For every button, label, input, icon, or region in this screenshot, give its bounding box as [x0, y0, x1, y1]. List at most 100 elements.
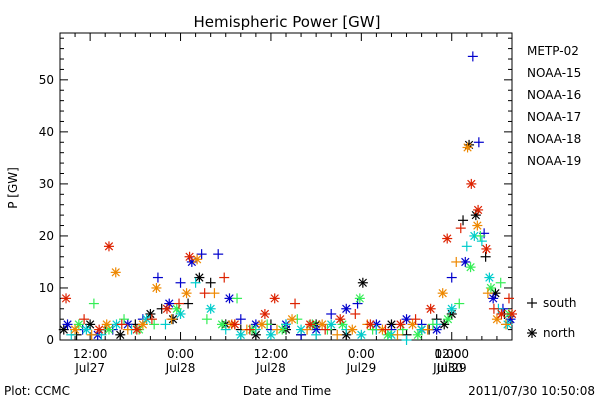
data-point-noaa-17 [427, 319, 438, 330]
x-tick-label: Jul28 [165, 361, 196, 375]
footer-credit: Plot: CCMC [4, 384, 70, 398]
data-point-noaa-19 [503, 293, 514, 304]
data-point-noaa-19 [335, 314, 346, 325]
data-point-metp-02 [58, 324, 69, 335]
data-point-noaa-15 [213, 249, 224, 260]
data-point-noaa-17 [277, 324, 288, 335]
data-points [58, 51, 517, 345]
data-point-noaa-19 [410, 314, 421, 325]
legend-noaa-15: NOAA-15 [527, 66, 581, 80]
data-point-noaa-19 [219, 272, 230, 283]
data-point-noaa-18 [347, 324, 358, 335]
x-tick-label: 12:00 [434, 347, 469, 361]
data-point-metp-02 [357, 277, 368, 288]
data-point-noaa-19 [259, 308, 270, 319]
data-point-noaa-18 [500, 319, 511, 330]
data-point-noaa-16 [220, 324, 231, 335]
data-point-metp-02 [85, 319, 96, 330]
data-point-noaa-17 [73, 319, 84, 330]
data-point-noaa-18 [287, 314, 298, 325]
data-point-noaa-16 [416, 324, 427, 335]
data-point-noaa-16 [356, 329, 367, 340]
data-point-noaa-16 [484, 272, 495, 283]
data-point-noaa-16 [190, 277, 201, 288]
y-tick-label: 50 [39, 73, 54, 87]
marker-legend: south north [527, 296, 577, 340]
data-point-noaa-17 [465, 262, 476, 273]
data-point-noaa-18 [256, 319, 267, 330]
data-point-noaa-16 [205, 303, 216, 314]
data-point-noaa-16 [476, 236, 487, 247]
data-point-noaa-19 [199, 288, 210, 299]
data-point-noaa-16 [265, 329, 276, 340]
marker-legend-symbol [527, 298, 537, 308]
data-point-noaa-16 [311, 329, 322, 340]
data-point-noaa-16 [326, 319, 337, 330]
legend-metp-02: METP-02 [527, 44, 579, 58]
data-point-noaa-17 [201, 314, 212, 325]
data-point-noaa-17 [495, 277, 506, 288]
x-tick-label: Jul29 [436, 361, 467, 375]
data-point-noaa-18 [332, 329, 343, 340]
x-tick-label: 0:00 [348, 347, 375, 361]
data-point-noaa-19 [350, 308, 361, 319]
y-tick-label: 20 [39, 229, 54, 243]
data-point-noaa-17 [232, 293, 243, 304]
data-point-noaa-19 [161, 303, 172, 314]
marker-legend-symbol [527, 328, 537, 338]
data-point-noaa-15 [446, 272, 457, 283]
data-point-noaa-17 [216, 319, 227, 330]
data-point-metp-02 [458, 215, 469, 226]
x-tick-label: 12:00 [73, 347, 108, 361]
y-axis-label: P [GW] [6, 167, 20, 209]
data-point-noaa-17 [442, 314, 453, 325]
data-point-noaa-19 [244, 324, 255, 335]
data-point-noaa-18 [462, 142, 473, 153]
y-tick-label: 30 [39, 177, 54, 191]
data-point-metp-02 [194, 272, 205, 283]
data-point-noaa-18 [151, 282, 162, 293]
data-point-noaa-17 [354, 293, 365, 304]
legend-noaa-18: NOAA-18 [527, 132, 581, 146]
data-point-noaa-19 [481, 243, 492, 254]
data-point-noaa-19 [488, 303, 499, 314]
marker-legend-label: south [543, 296, 577, 310]
data-point-noaa-19 [61, 293, 72, 304]
legend-noaa-19: NOAA-19 [527, 154, 581, 168]
data-point-noaa-19 [290, 298, 301, 309]
data-point-noaa-18 [472, 220, 483, 231]
footer-timestamp: 2011/07/30 10:50:08 [468, 384, 595, 398]
data-point-noaa-19 [395, 319, 406, 330]
data-point-noaa-17 [454, 298, 465, 309]
data-point-noaa-19 [116, 319, 127, 330]
x-tick-label: Jul30 [432, 361, 463, 375]
data-point-noaa-15 [326, 308, 337, 319]
data-point-noaa-16 [66, 329, 77, 340]
legend-noaa-16: NOAA-16 [527, 88, 581, 102]
data-point-noaa-19 [131, 324, 142, 335]
y-axis: 0 10 20 30 40 50 [39, 37, 512, 347]
data-point-metp-02 [480, 251, 491, 262]
data-point-noaa-17 [475, 230, 486, 241]
data-point-noaa-19 [455, 223, 466, 234]
data-point-noaa-19 [94, 324, 105, 335]
data-point-noaa-16 [401, 335, 412, 345]
data-point-noaa-15 [152, 272, 163, 283]
data-point-noaa-18 [392, 329, 403, 340]
x-tick-label: 12:00 [254, 347, 289, 361]
data-point-noaa-18 [437, 288, 448, 299]
y-tick-label: 0 [46, 333, 54, 347]
data-point-noaa-19 [146, 314, 157, 325]
data-point-noaa-19 [174, 298, 185, 309]
data-point-noaa-17 [119, 314, 130, 325]
data-point-noaa-18 [110, 267, 121, 278]
data-point-noaa-15 [175, 277, 186, 288]
data-point-noaa-19 [380, 324, 391, 335]
data-point-noaa-16 [446, 303, 457, 314]
data-point-noaa-19 [473, 204, 484, 215]
data-point-noaa-18 [422, 324, 433, 335]
data-point-noaa-16 [160, 319, 171, 330]
data-point-noaa-18 [451, 256, 462, 267]
data-point-noaa-18 [70, 324, 81, 335]
